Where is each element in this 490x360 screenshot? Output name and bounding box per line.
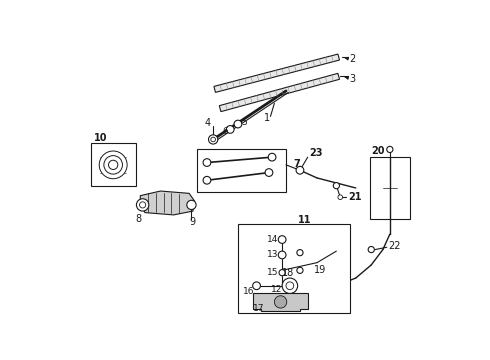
Bar xyxy=(197,149,286,192)
Polygon shape xyxy=(214,54,340,93)
Circle shape xyxy=(104,156,122,174)
Circle shape xyxy=(274,296,287,308)
Text: 8: 8 xyxy=(135,214,141,224)
Circle shape xyxy=(286,282,294,289)
Text: 3: 3 xyxy=(349,75,356,84)
Text: 18: 18 xyxy=(282,267,294,278)
Text: 20: 20 xyxy=(371,146,385,156)
Circle shape xyxy=(108,160,118,170)
Text: 23: 23 xyxy=(309,148,323,158)
Circle shape xyxy=(234,120,242,128)
Circle shape xyxy=(278,251,286,259)
Text: 10: 10 xyxy=(94,133,107,143)
Circle shape xyxy=(211,137,216,142)
Text: 9: 9 xyxy=(189,217,195,227)
Text: 17: 17 xyxy=(253,303,265,312)
Circle shape xyxy=(136,199,149,211)
Circle shape xyxy=(278,236,286,243)
Text: 21: 21 xyxy=(348,192,362,202)
Circle shape xyxy=(99,151,127,179)
Circle shape xyxy=(268,153,276,161)
Circle shape xyxy=(297,249,303,256)
Circle shape xyxy=(140,202,146,208)
Circle shape xyxy=(282,278,297,293)
Circle shape xyxy=(226,126,234,133)
Text: 6: 6 xyxy=(222,127,228,136)
Text: 2: 2 xyxy=(349,54,356,64)
Text: 12: 12 xyxy=(270,285,282,294)
Circle shape xyxy=(296,166,304,174)
Text: 19: 19 xyxy=(314,265,326,275)
Polygon shape xyxy=(140,191,195,215)
Circle shape xyxy=(368,247,374,253)
Circle shape xyxy=(187,200,196,210)
Text: 7: 7 xyxy=(294,159,300,169)
Circle shape xyxy=(338,195,343,199)
Bar xyxy=(238,224,350,313)
Circle shape xyxy=(279,270,285,276)
Bar xyxy=(369,157,410,219)
Text: 4: 4 xyxy=(205,117,211,127)
Circle shape xyxy=(203,176,211,184)
Text: 16: 16 xyxy=(244,287,255,296)
Text: 11: 11 xyxy=(297,215,311,225)
Circle shape xyxy=(387,147,393,153)
Text: 1: 1 xyxy=(264,113,270,123)
Circle shape xyxy=(209,135,218,144)
Bar xyxy=(91,143,136,186)
Circle shape xyxy=(203,159,211,166)
Text: 22: 22 xyxy=(388,241,401,251)
Circle shape xyxy=(253,282,260,289)
Text: 14: 14 xyxy=(267,235,278,244)
Circle shape xyxy=(265,169,273,176)
Circle shape xyxy=(333,183,340,189)
Text: 5: 5 xyxy=(241,118,247,127)
Polygon shape xyxy=(253,293,308,311)
Circle shape xyxy=(297,267,303,274)
Text: 15: 15 xyxy=(267,268,278,277)
Polygon shape xyxy=(220,73,340,112)
Text: 13: 13 xyxy=(267,251,278,260)
